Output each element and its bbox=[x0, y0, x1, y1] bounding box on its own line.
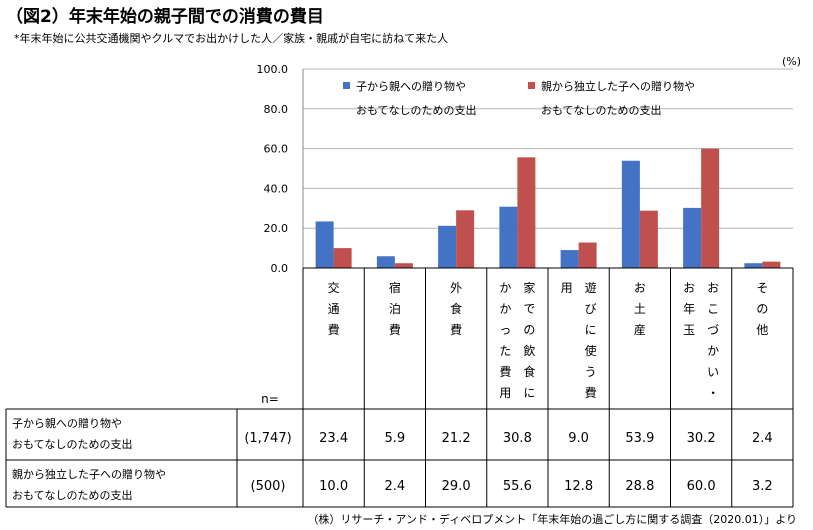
category-label: そ bbox=[756, 281, 768, 295]
category-label: 飲 bbox=[523, 343, 535, 358]
bar bbox=[578, 242, 597, 268]
category-label: た bbox=[499, 344, 511, 358]
category-label: 通 bbox=[328, 302, 340, 316]
category-label: に bbox=[523, 386, 535, 400]
bar bbox=[744, 263, 763, 268]
category-label: か bbox=[499, 302, 511, 316]
legend-label: おもてなしのための支出 bbox=[356, 103, 477, 117]
table-n-value: (500) bbox=[251, 479, 286, 494]
category-label: 宿 bbox=[389, 280, 401, 295]
bar bbox=[333, 248, 352, 268]
category-label: っ bbox=[499, 323, 511, 337]
chart-subtitle: *年末年始に公共交通機関やクルマでお出かけした人／家族・親戚が自宅に訪ねて来た人 bbox=[14, 32, 449, 45]
bar bbox=[560, 250, 579, 268]
category-label: 泊 bbox=[389, 302, 401, 316]
table-value: 21.2 bbox=[442, 431, 471, 446]
category-label: お bbox=[634, 281, 646, 295]
bar bbox=[683, 207, 702, 268]
category-label: 遊 bbox=[585, 280, 597, 295]
table-value: 5.9 bbox=[385, 431, 406, 446]
category-label: ・ bbox=[707, 386, 719, 400]
y-tick-label: 100.0 bbox=[257, 63, 289, 76]
category-label: 費 bbox=[389, 322, 401, 337]
y-tick-label: 20.0 bbox=[264, 222, 289, 235]
table-row-label: 親から独立した子への贈り物や bbox=[12, 467, 166, 481]
unit-label: (%) bbox=[782, 55, 802, 68]
category-label: 他 bbox=[756, 323, 768, 337]
bar bbox=[456, 210, 475, 268]
bar bbox=[762, 261, 781, 268]
table-row-label: おもてなしのための支出 bbox=[12, 437, 133, 451]
category-label: で bbox=[523, 302, 535, 316]
category-label: 用 bbox=[561, 281, 573, 295]
category-label: 食 bbox=[523, 364, 535, 379]
category-label: の bbox=[756, 302, 768, 316]
category-label: 費 bbox=[328, 322, 340, 337]
category-label: い bbox=[707, 365, 719, 379]
table-value: 53.9 bbox=[625, 431, 654, 446]
table-value: 12.8 bbox=[564, 479, 593, 494]
table-value: 2.4 bbox=[385, 479, 406, 494]
category-label: 交 bbox=[328, 280, 340, 295]
table-value: 55.6 bbox=[503, 479, 532, 494]
y-tick-label: 40.0 bbox=[264, 182, 289, 195]
table-row-label: おもてなしのための支出 bbox=[12, 488, 133, 502]
y-tick-label: 80.0 bbox=[264, 103, 289, 116]
bar bbox=[621, 160, 640, 268]
category-label: 年 bbox=[683, 302, 695, 316]
table-row-label: 子から親への贈り物や bbox=[12, 416, 122, 430]
category-label: 土 bbox=[634, 302, 646, 316]
table-value: 29.0 bbox=[442, 479, 471, 494]
table-value: 23.4 bbox=[319, 431, 348, 446]
category-label: か bbox=[499, 281, 511, 295]
category-label: 費 bbox=[585, 385, 597, 400]
category-label: こ bbox=[707, 302, 719, 316]
legend-label: 子から親への贈り物や bbox=[356, 79, 466, 93]
bar bbox=[315, 221, 334, 268]
table-value: 9.0 bbox=[568, 431, 589, 446]
category-label: 食 bbox=[450, 301, 462, 316]
category-label: 費 bbox=[450, 322, 462, 337]
table-value: 30.2 bbox=[687, 431, 716, 446]
table-value: 3.2 bbox=[752, 479, 773, 494]
category-label: 使 bbox=[585, 343, 597, 358]
source-note: （株）リサーチ・アンド・ディベロプメント「年末年始の過ごし方に関する調査（202… bbox=[307, 513, 797, 526]
bar bbox=[376, 256, 395, 268]
y-tick-label: 0.0 bbox=[271, 262, 289, 275]
table-value: 60.0 bbox=[687, 479, 716, 494]
category-label: び bbox=[585, 302, 597, 316]
category-label: 玉 bbox=[683, 323, 695, 337]
bar bbox=[438, 225, 457, 268]
category-label: 用 bbox=[499, 386, 511, 400]
category-label: 費 bbox=[499, 364, 511, 379]
bar bbox=[639, 210, 658, 268]
category-label: か bbox=[707, 344, 719, 358]
category-label: 家 bbox=[523, 280, 535, 295]
legend-label: おもてなしのための支出 bbox=[541, 103, 662, 117]
table-n-value: (1,747) bbox=[244, 431, 291, 446]
legend-swatch bbox=[343, 82, 350, 89]
bar bbox=[394, 263, 413, 268]
category-label: に bbox=[585, 323, 597, 337]
category-label: う bbox=[585, 365, 597, 379]
bar bbox=[499, 206, 518, 268]
legend-swatch bbox=[528, 82, 535, 89]
chart-title: （図2）年末年始の親子間での消費の費目 bbox=[6, 7, 324, 27]
category-label: お bbox=[683, 281, 695, 295]
legend-label: 親から独立した子への贈り物や bbox=[541, 79, 695, 93]
bar bbox=[701, 148, 720, 268]
category-label: 産 bbox=[634, 322, 646, 337]
category-label: の bbox=[523, 323, 535, 337]
table-value: 10.0 bbox=[319, 479, 348, 494]
category-label: お bbox=[707, 281, 719, 295]
n-label: n= bbox=[261, 392, 279, 406]
bar bbox=[517, 157, 536, 268]
y-tick-label: 60.0 bbox=[264, 143, 289, 156]
table-value: 2.4 bbox=[752, 431, 773, 446]
category-label: づ bbox=[707, 323, 719, 337]
category-label: 外 bbox=[450, 281, 462, 295]
table-value: 28.8 bbox=[625, 479, 654, 494]
table-value: 30.8 bbox=[503, 431, 532, 446]
